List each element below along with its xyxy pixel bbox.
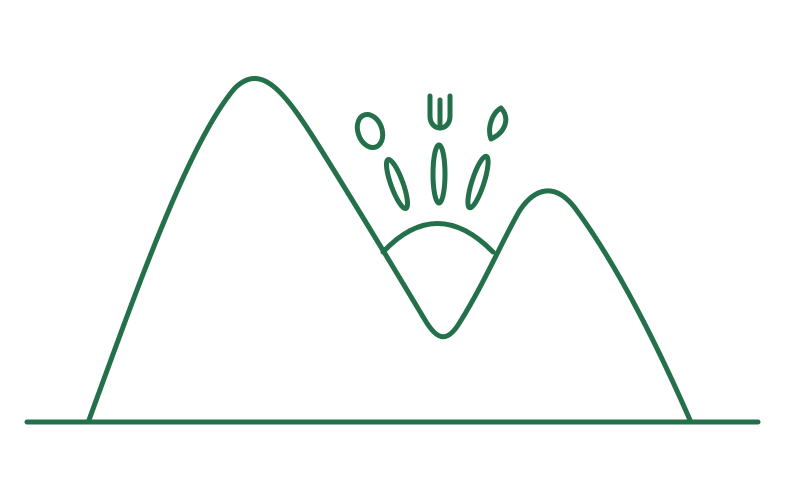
- sun-ray-right-leaf: [487, 105, 509, 142]
- sun-ray-left: [383, 156, 411, 212]
- sun-ray-right: [465, 153, 491, 211]
- sun-ray-top-center: [427, 93, 453, 131]
- sun-ray-left-dot: [354, 112, 386, 150]
- mountain-range: [86, 76, 693, 423]
- sun-ray-center: [430, 142, 448, 206]
- sun-arc: [380, 221, 496, 255]
